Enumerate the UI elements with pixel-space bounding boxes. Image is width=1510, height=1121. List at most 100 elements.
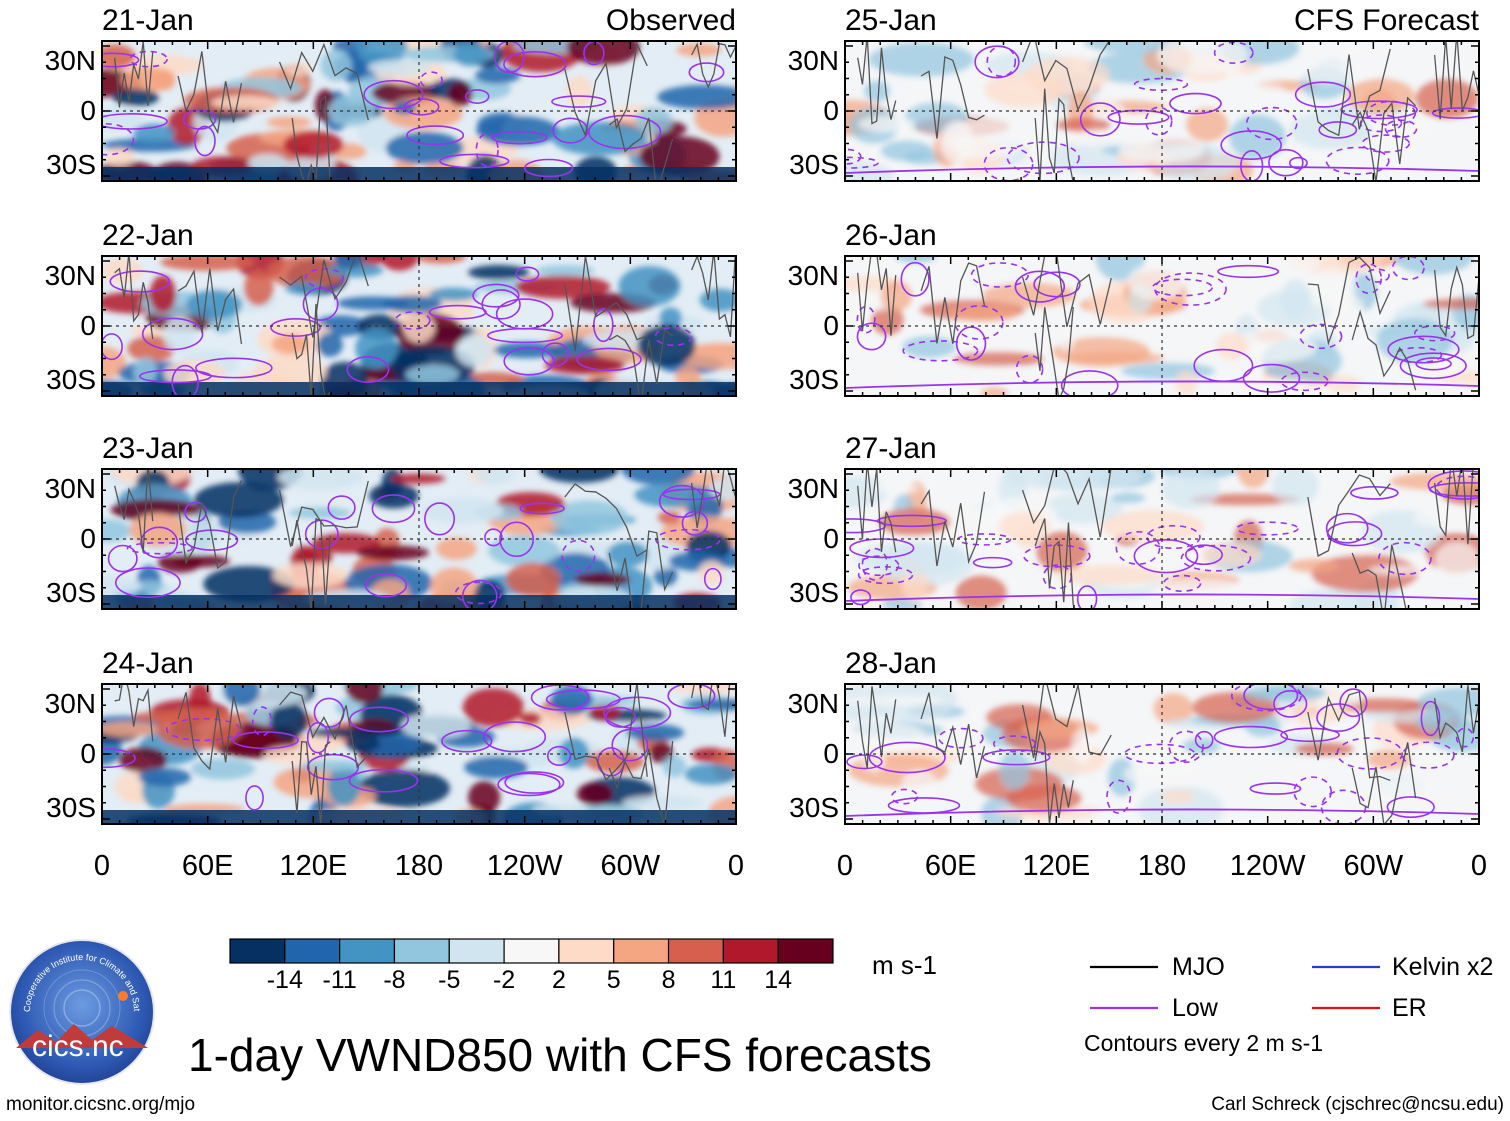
wind-field bbox=[102, 684, 736, 824]
low-contours bbox=[102, 684, 716, 811]
panel-date-label: 24-Jan bbox=[102, 647, 194, 680]
cics-logo: Cooperative Institute for Climate and Sa… bbox=[8, 938, 155, 1085]
lat-tick-label: 0 bbox=[80, 95, 96, 126]
colorbar-tick-label: 8 bbox=[661, 966, 676, 994]
colorbar-units: m s-1 bbox=[872, 950, 937, 980]
colorbar-tick-label: -2 bbox=[492, 966, 516, 994]
coastlines bbox=[857, 469, 1474, 609]
colorbar-swatch bbox=[284, 938, 341, 964]
panel-24-Jan bbox=[101, 683, 737, 825]
lon-tick-label: 120E bbox=[1022, 850, 1091, 882]
coastlines bbox=[114, 469, 736, 609]
source-url[interactable]: monitor.cicsnc.org/mjo bbox=[6, 1094, 196, 1115]
wind-field bbox=[102, 256, 736, 396]
lat-tick-label: 0 bbox=[80, 523, 96, 554]
figure-title: 1-day VWND850 with CFS forecasts bbox=[188, 1029, 932, 1081]
colorbar-tick-label: -5 bbox=[438, 966, 461, 994]
legend-kelvin: Kelvin x2 bbox=[1392, 953, 1494, 981]
legend-low: Low bbox=[1172, 994, 1218, 1022]
colorbar-tick-label: -11 bbox=[322, 966, 357, 994]
colorbar-swatch bbox=[393, 938, 450, 964]
author-credit: Carl Schreck (cjschrec@ncsu.edu) bbox=[1211, 1094, 1504, 1115]
panel-21-Jan bbox=[101, 40, 737, 182]
colorbar bbox=[229, 938, 834, 964]
colorbar-swatch bbox=[667, 938, 724, 964]
lat-tick-label: 30N bbox=[787, 45, 839, 76]
panel-25-Jan bbox=[844, 40, 1480, 182]
panel-date-label: 28-Jan bbox=[845, 647, 937, 680]
colorbar-tick-label: 2 bbox=[551, 966, 566, 994]
lat-tick-label: 30S bbox=[789, 577, 839, 608]
lat-tick-label: 30S bbox=[46, 364, 96, 395]
colorbar-tick-label: 14 bbox=[764, 966, 793, 994]
lon-tick-label: 60E bbox=[924, 850, 977, 882]
coastlines bbox=[857, 41, 1479, 181]
low-contours bbox=[856, 256, 1467, 396]
lon-tick-label: 120E bbox=[279, 850, 348, 882]
lon-tick-label: 0 bbox=[727, 850, 745, 882]
lon-tick-label: 0 bbox=[93, 850, 111, 882]
lat-tick-label: 30N bbox=[44, 45, 96, 76]
wind-field bbox=[845, 684, 1479, 824]
lon-tick-label: 0 bbox=[1470, 850, 1488, 882]
coastlines bbox=[857, 256, 1479, 396]
coastlines bbox=[114, 684, 731, 824]
panel-date-label: 21-Jan bbox=[102, 4, 194, 37]
lat-tick-label: 0 bbox=[80, 310, 96, 341]
low-contours bbox=[846, 684, 1475, 824]
lat-tick-label: 0 bbox=[823, 95, 839, 126]
wind-field bbox=[845, 41, 1479, 181]
colorbar-swatch bbox=[229, 938, 286, 964]
coastlines bbox=[857, 684, 1479, 824]
colorbar-swatch bbox=[777, 938, 834, 964]
colorbar-swatch bbox=[503, 938, 560, 964]
panel-26-Jan bbox=[844, 255, 1480, 397]
wind-field bbox=[102, 469, 736, 609]
coastlines bbox=[114, 256, 736, 396]
colorbar-tick-label: 11 bbox=[710, 966, 737, 994]
logo-text: cics.nc bbox=[32, 1030, 124, 1063]
colorbar-swatch bbox=[339, 938, 396, 964]
lat-tick-label: 30S bbox=[789, 149, 839, 180]
colorbar-swatch bbox=[448, 938, 505, 964]
lon-tick-label: 0 bbox=[836, 850, 854, 882]
lat-tick-label: 30N bbox=[787, 260, 839, 291]
panel-27-Jan bbox=[844, 468, 1480, 610]
lat-tick-label: 30N bbox=[787, 473, 839, 504]
lat-tick-label: 30N bbox=[44, 260, 96, 291]
lat-tick-label: 30N bbox=[44, 688, 96, 719]
panel-date-label: 22-Jan bbox=[102, 219, 194, 252]
panel-date-label: 23-Jan bbox=[102, 432, 194, 465]
lat-tick-label: 30N bbox=[44, 473, 96, 504]
panel-date-label: 27-Jan bbox=[845, 432, 937, 465]
lat-tick-label: 0 bbox=[823, 738, 839, 769]
lat-tick-label: 30N bbox=[787, 688, 839, 719]
lat-tick-label: 30S bbox=[46, 792, 96, 823]
panel-date-label: 25-Jan bbox=[845, 4, 937, 37]
lon-tick-label: 60W bbox=[1343, 850, 1404, 882]
colorbar-swatch bbox=[613, 938, 670, 964]
lat-tick-label: 0 bbox=[80, 738, 96, 769]
colorbar-swatch bbox=[722, 938, 779, 964]
contour-note: Contours every 2 m s-1 bbox=[1084, 1030, 1324, 1056]
legend-er: ER bbox=[1392, 994, 1427, 1022]
low-contours bbox=[102, 41, 725, 178]
panel-date-label: 26-Jan bbox=[845, 219, 937, 252]
lon-tick-label: 120W bbox=[486, 850, 563, 882]
column-label: Observed bbox=[605, 4, 736, 37]
wind-field bbox=[845, 469, 1479, 609]
lat-tick-label: 30S bbox=[789, 364, 839, 395]
panel-23-Jan bbox=[101, 468, 737, 610]
lat-tick-label: 0 bbox=[823, 523, 839, 554]
panel-28-Jan bbox=[844, 683, 1480, 825]
panel-22-Jan bbox=[101, 255, 737, 397]
lon-tick-label: 180 bbox=[1137, 850, 1187, 882]
lat-tick-label: 30S bbox=[789, 792, 839, 823]
colorbar-tick-label: 5 bbox=[606, 966, 621, 994]
column-label: CFS Forecast bbox=[1293, 4, 1479, 37]
lon-tick-label: 180 bbox=[394, 850, 444, 882]
colorbar-tick-label: -14 bbox=[266, 966, 303, 994]
lat-tick-label: 0 bbox=[823, 310, 839, 341]
colorbar-swatch bbox=[558, 938, 615, 964]
